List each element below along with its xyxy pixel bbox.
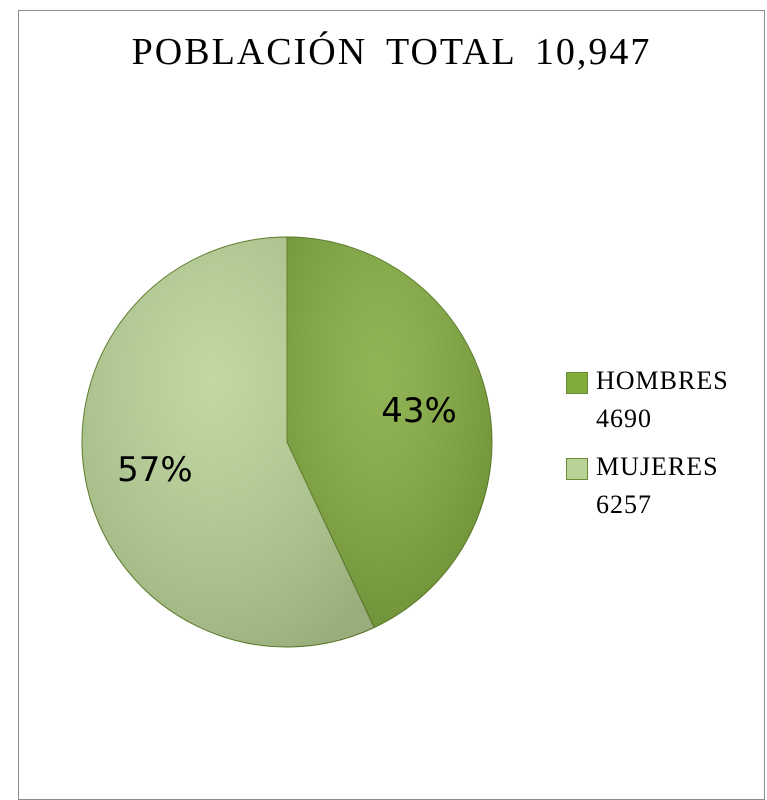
legend-label: MUJERES 6257 bbox=[596, 452, 719, 519]
pie: 43% 57% bbox=[81, 236, 493, 648]
legend-swatch bbox=[566, 458, 588, 480]
legend-item: HOMBRES 4690 bbox=[566, 362, 756, 438]
legend-swatch bbox=[566, 372, 588, 394]
chart-title: POBLACIÓN TOTAL 10,947 bbox=[131, 31, 652, 73]
slice-shade bbox=[82, 237, 375, 647]
slice-label: 43% bbox=[381, 391, 457, 431]
slice-label: 57% bbox=[117, 450, 193, 490]
legend-label: HOMBRES 4690 bbox=[596, 366, 729, 433]
legend-item: MUJERES 6257 bbox=[566, 448, 756, 524]
slice-shade bbox=[287, 237, 493, 628]
